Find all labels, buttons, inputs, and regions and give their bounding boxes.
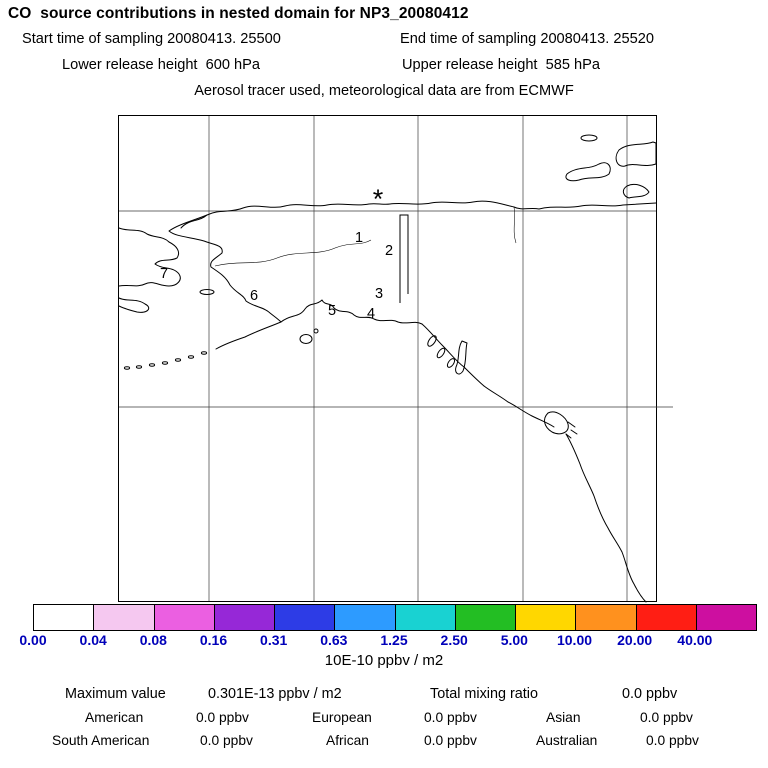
region-value-asian: 0.0 ppbv	[640, 710, 693, 725]
maximum-value-label: Maximum value	[65, 686, 166, 702]
region-value-australian: 0.0 ppbv	[646, 733, 699, 748]
colorbar-segment	[394, 605, 455, 630]
total-mixing-ratio-value: 0.0 ppbv	[622, 686, 678, 702]
colorbar	[33, 604, 757, 631]
site-label-5: 5	[327, 303, 337, 319]
site-label-4: 4	[366, 306, 376, 322]
release-point-marker: *	[372, 184, 384, 215]
colorbar-tick-label: 0.04	[79, 632, 107, 648]
colorbar-segment	[274, 605, 335, 630]
region-value-south-american: 0.0 ppbv	[200, 733, 253, 748]
colorbar-tick-label: 2.50	[440, 632, 468, 648]
lower-release-text: Lower release height 600 hPa	[62, 57, 260, 73]
tracer-info-text: Aerosol tracer used, meteorological data…	[194, 83, 574, 99]
colorbar-segment	[153, 605, 214, 630]
maximum-value: 0.301E-13 ppbv / m2	[208, 686, 342, 702]
map-overlay: * 1 2 3 4 5 6 7	[119, 116, 656, 601]
region-value-african: 0.0 ppbv	[424, 733, 477, 748]
site-label-3: 3	[374, 286, 384, 302]
colorbar-tick-label: 20.00	[617, 632, 653, 648]
drift-track	[399, 214, 409, 303]
coastline-map-svg	[118, 116, 673, 603]
coastlines	[118, 134, 657, 603]
rivers	[214, 206, 517, 267]
colorbar-segment	[515, 605, 576, 630]
colorbar-tick-label: 0.16	[199, 632, 228, 648]
colorbar-segment	[34, 605, 94, 630]
site-label-6: 6	[249, 288, 259, 304]
colorbar-units: 10E-10 ppbv / m2	[324, 652, 444, 669]
region-name-american: American	[85, 710, 144, 725]
colorbar-tick-label: 10.00	[556, 632, 593, 648]
colorbar-segment	[334, 605, 395, 630]
colorbar-segment	[454, 605, 515, 630]
site-label-1: 1	[354, 230, 364, 246]
colorbar-tick-label: 0.00	[19, 632, 47, 648]
colorbar-tick-label: 0.63	[320, 632, 348, 648]
start-time-text: Start time of sampling 20080413. 25500	[22, 31, 281, 47]
region-name-european: European	[312, 710, 372, 725]
colorbar-tick-label: 5.00	[500, 632, 528, 648]
colorbar-segment	[213, 605, 274, 630]
region-name-african: African	[326, 733, 369, 748]
map-panel: * 1 2 3 4 5 6 7	[118, 115, 673, 603]
region-name-south-american: South American	[52, 733, 150, 748]
colorbar-segment	[695, 605, 756, 630]
end-time-text: End time of sampling 20080413. 25520	[400, 31, 654, 47]
colorbar-labels: 0.00 0.04 0.08 0.16 0.31 0.63 1.25 2.50 5.00 10.0…	[19, 632, 755, 650]
colorbar-segment	[93, 605, 154, 630]
colorbar-segment	[635, 605, 696, 630]
site-label-2: 2	[384, 243, 394, 259]
region-name-asian: Asian	[546, 710, 581, 725]
colorbar-segment	[575, 605, 636, 630]
site-label-7: 7	[159, 266, 169, 282]
colorbar-tick-label: 0.31	[260, 632, 288, 648]
colorbar-tick-label: 40.00	[677, 632, 713, 648]
colorbar-tick-label: 1.25	[380, 632, 408, 648]
figure-title: CO source contributions in nested domain…	[8, 5, 469, 22]
region-name-australian: Australian	[536, 733, 598, 748]
region-value-american: 0.0 ppbv	[196, 710, 249, 725]
total-mixing-ratio-label: Total mixing ratio	[430, 686, 538, 702]
colorbar-tick-label: 0.08	[139, 632, 167, 648]
upper-release-text: Upper release height 585 hPa	[402, 57, 600, 73]
region-value-european: 0.0 ppbv	[424, 710, 477, 725]
